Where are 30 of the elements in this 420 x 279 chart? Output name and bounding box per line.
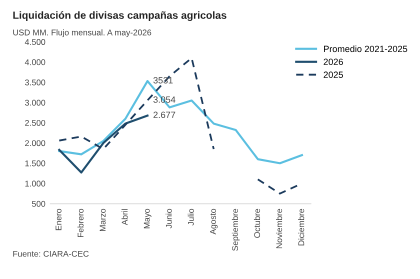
y-tick-label: 1.500 bbox=[25, 160, 46, 166]
data-label: 3531 bbox=[153, 77, 173, 84]
y-tick-label: 3.500 bbox=[25, 80, 46, 86]
y-tick-label: 3.000 bbox=[25, 100, 46, 106]
y-tick-label: 2.500 bbox=[25, 120, 46, 126]
x-tick-label: Abril bbox=[122, 209, 128, 226]
legend-label: 2026 bbox=[324, 58, 343, 66]
x-tick-label: Septiembre bbox=[232, 208, 240, 251]
source-note: Fuente: CIARA-CEC bbox=[13, 250, 89, 257]
y-tick-label: 2.000 bbox=[25, 140, 46, 146]
chart-subtitle: USD MM. Flujo mensual. A may-2026 bbox=[13, 29, 152, 38]
legend-label: Promedio 2021-2025 bbox=[324, 45, 408, 52]
x-tick-label: Marzo bbox=[100, 208, 106, 231]
x-tick-label: Diciembre bbox=[298, 208, 304, 246]
x-tick-label: Enero bbox=[56, 208, 62, 230]
data-label: 2.677 bbox=[154, 112, 176, 118]
x-tick-label: Noviembre bbox=[276, 208, 282, 248]
y-tick-label: 4.000 bbox=[24, 59, 46, 66]
x-tick-label: Agosto bbox=[210, 208, 218, 234]
chart-title: Liquidación de divisas campañas agricolas bbox=[13, 11, 226, 22]
x-tick-label: Mayo bbox=[144, 208, 152, 228]
x-tick-label: Junio bbox=[166, 208, 172, 228]
y-tick-label: 1.000 bbox=[25, 180, 46, 187]
line-series bbox=[58, 114, 149, 174]
x-tick-label: Febrero bbox=[77, 208, 84, 238]
legend-label: 2025 bbox=[324, 72, 343, 78]
x-tick-label: Julio bbox=[188, 208, 194, 226]
y-tick-label: 4.500 bbox=[24, 39, 46, 45]
x-tick-label: Octubre bbox=[254, 208, 260, 238]
y-tick-label: 500 bbox=[32, 200, 46, 207]
